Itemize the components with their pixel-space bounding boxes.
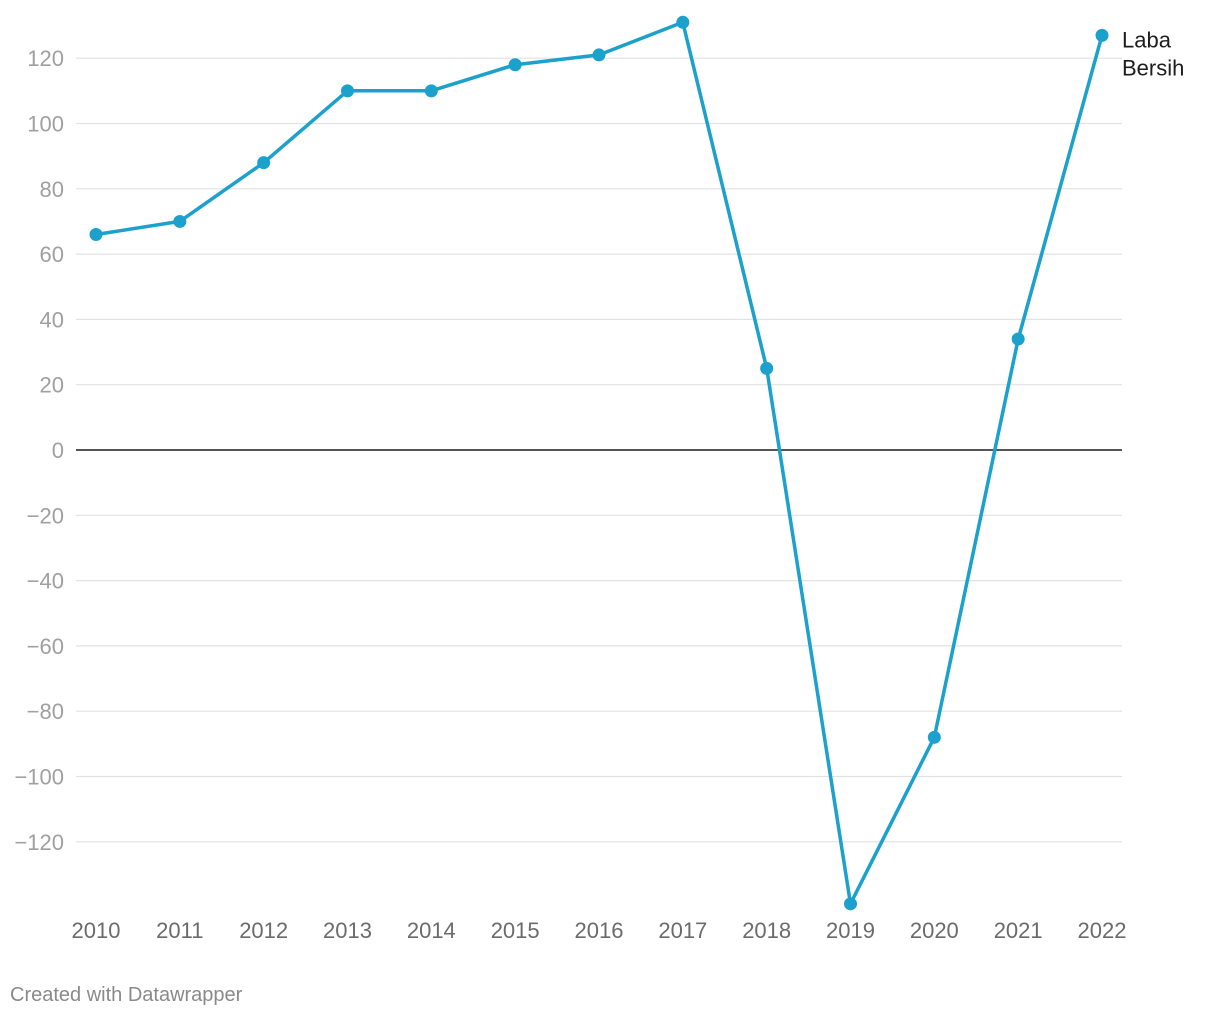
data-point xyxy=(1095,28,1109,42)
y-tick-label: −20 xyxy=(27,503,64,528)
y-tick-label: 60 xyxy=(40,242,64,267)
y-tick-label: 80 xyxy=(40,177,64,202)
credit-text: Created with Datawrapper xyxy=(10,984,243,1006)
x-tick-label: 2011 xyxy=(156,918,203,943)
series-laba-bersih xyxy=(89,15,1109,911)
y-tick-label: −100 xyxy=(14,765,64,790)
data-point xyxy=(592,48,606,62)
data-point xyxy=(508,58,522,72)
series-label-line: Bersih xyxy=(1122,55,1184,80)
y-tick-label: −40 xyxy=(27,569,64,594)
x-tick-label: 2016 xyxy=(575,918,624,943)
x-tick-label: 2012 xyxy=(239,918,288,943)
y-tick-label: −80 xyxy=(27,699,64,724)
x-tick-label: 2017 xyxy=(658,918,707,943)
y-tick-label: 100 xyxy=(27,112,64,137)
y-tick-label: 20 xyxy=(40,373,64,398)
data-point xyxy=(424,84,438,98)
data-point xyxy=(173,214,187,228)
x-tick-label: 2014 xyxy=(407,918,456,943)
data-point xyxy=(341,84,354,98)
data-point xyxy=(89,228,103,242)
data-point xyxy=(676,15,690,29)
y-tick-label: 120 xyxy=(27,46,64,71)
x-tick-label: 2013 xyxy=(323,918,372,943)
x-tick-label: 2021 xyxy=(994,918,1043,943)
data-point xyxy=(927,730,941,744)
y-tick-label: −120 xyxy=(14,830,64,855)
x-tick-label: 2018 xyxy=(742,918,791,943)
y-axis-tick-labels: 120 100 80 60 40 20 0 −20 −40 −60 −80 −100 −120 xyxy=(14,46,64,855)
x-tick-label: 2020 xyxy=(910,918,959,943)
x-tick-label: 2019 xyxy=(826,918,875,943)
y-tick-label: −60 xyxy=(27,634,64,659)
y-tick-label: 0 xyxy=(52,438,64,463)
x-tick-label: 2015 xyxy=(491,918,540,943)
x-tick-label: 2022 xyxy=(1078,918,1127,943)
series-label-laba-bersih: Laba Bersih xyxy=(1122,27,1184,80)
data-point xyxy=(257,156,271,170)
data-point xyxy=(844,897,857,911)
y-tick-label: 40 xyxy=(40,307,64,332)
series-label-line: Laba xyxy=(1122,27,1172,52)
grid-lines xyxy=(76,57,1122,843)
data-point xyxy=(1011,332,1025,346)
series-line xyxy=(94,20,1104,906)
x-tick-label: 2010 xyxy=(72,918,121,943)
data-point xyxy=(760,361,774,375)
x-axis-tick-labels: 2010 2011 2012 2013 2014 2015 2016 2017 2018 2019… xyxy=(72,918,1127,943)
